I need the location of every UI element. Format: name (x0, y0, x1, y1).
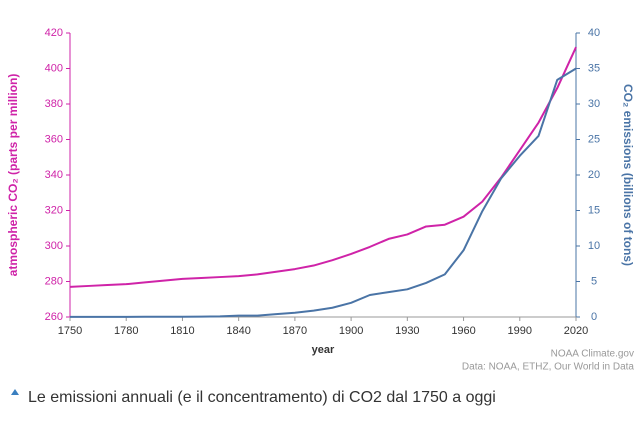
y-tick-label: 420 (45, 27, 63, 39)
x-tick-label: 1810 (170, 325, 194, 337)
x-tick-label: 1780 (114, 325, 138, 337)
y2-tick-label: 10 (588, 240, 600, 252)
x-tick-label: 1750 (58, 325, 82, 337)
source: Data: NOAA, ETHZ, Our World in Data (462, 362, 635, 373)
y-tick-label: 340 (45, 169, 63, 181)
x-tick-label: 1900 (339, 325, 363, 337)
x-tick-label: 1930 (395, 325, 419, 337)
y-tick-label: 260 (45, 311, 63, 323)
data-line (69, 46, 577, 288)
y2-tick-label: 15 (588, 204, 600, 216)
x-axis-title: year (312, 344, 335, 356)
x-tick-label: 2020 (564, 325, 588, 337)
caption-icon (11, 389, 19, 395)
x-tick-label: 1960 (451, 325, 475, 337)
y-tick-label: 280 (45, 275, 63, 287)
caption: Le emissioni annuali (e il concentrament… (28, 389, 496, 406)
chart: year atmospheric CO₂ (parts per million)… (6, 27, 635, 373)
x-tick-label: 1870 (283, 325, 307, 337)
x-tick-label: 1840 (226, 325, 250, 337)
data-line (70, 67, 577, 318)
y2-tick-label: 35 (588, 62, 600, 74)
y-tick-label: 300 (45, 240, 63, 252)
y2-axis-title: CO₂ emissions (billions of tons) (621, 84, 635, 266)
y-axis-title: atmospheric CO₂ (parts per million) (6, 74, 20, 277)
y-tick-label: 380 (45, 98, 63, 110)
y2-tick-label: 0 (591, 311, 597, 323)
credit: NOAA Climate.gov (551, 349, 634, 360)
y2-tick-label: 5 (591, 275, 597, 287)
y2-tick-label: 40 (588, 27, 600, 39)
x-tick-label: 1990 (508, 325, 532, 337)
y-tick-label: 360 (45, 133, 63, 145)
y2-tick-label: 25 (588, 133, 600, 145)
y2-tick-label: 30 (588, 98, 600, 110)
y2-tick-label: 20 (588, 169, 600, 181)
y-tick-label: 320 (45, 204, 63, 216)
y-tick-label: 400 (45, 62, 63, 74)
